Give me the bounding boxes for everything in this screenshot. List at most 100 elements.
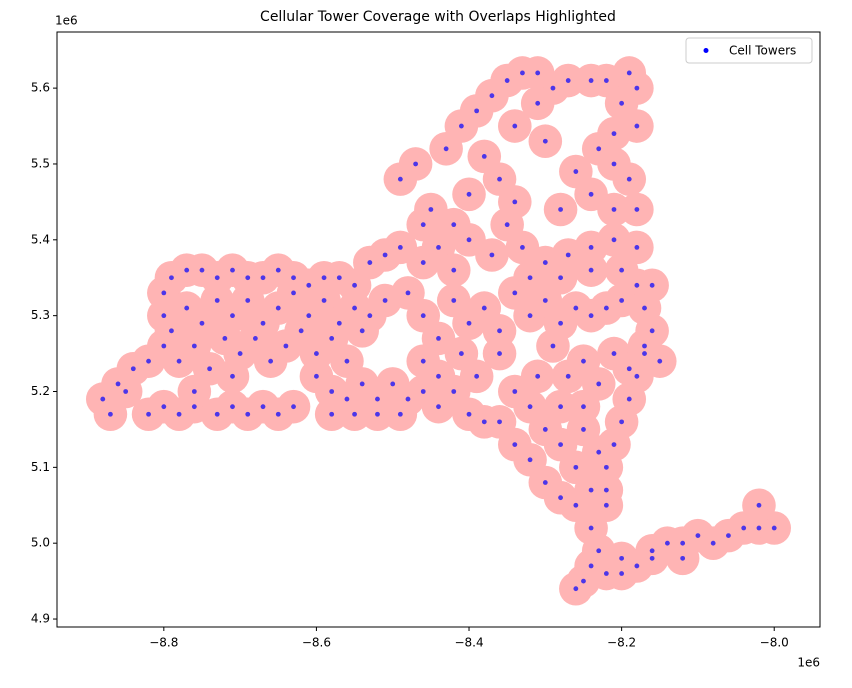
tower-point [169,328,174,334]
tower-point [268,358,274,364]
tower-point [542,138,548,144]
tower-point [535,100,541,106]
tower-point [436,244,441,250]
y-tick-label: 5.0 [31,536,50,550]
tower-point [649,555,655,561]
tower-point [626,176,632,182]
tower-point [603,487,609,493]
tower-point [314,373,319,379]
tower-point [397,176,403,182]
tower-point [436,373,441,379]
tower-point [275,267,281,273]
tower-point [260,320,266,326]
tower-point [245,411,251,417]
plot-frame [56,31,821,628]
tower-point [252,336,258,341]
tower-point [626,70,632,76]
tower-point [695,533,701,539]
tower-point [443,146,449,152]
tower-point [603,305,609,311]
tower-point [603,464,609,470]
y-tick-label: 4.9 [31,612,50,626]
tower-point [420,389,426,394]
y-offset-label: 1e6 [55,14,78,28]
tower-point [260,404,266,410]
tower-point [161,404,167,410]
tower-point [375,396,380,402]
tower-point [710,540,716,546]
tower-point [756,502,762,508]
tower-point [176,358,182,364]
tower-point [489,93,495,99]
tower-point [108,411,113,417]
plot-area [85,56,792,606]
tower-point [367,260,373,265]
tower-point [336,275,342,281]
tower-point [405,396,411,402]
tower-point [321,298,327,303]
tower-point [382,252,388,258]
tower-point [466,320,472,326]
tower-point [291,290,296,296]
tower-point [741,525,747,531]
tower-point [611,207,617,212]
tower-point [542,427,548,432]
tower-point [451,267,457,273]
tower-point [245,298,251,303]
tower-point [527,457,533,463]
tower-point [199,320,205,326]
y-tick-label: 5.2 [31,384,50,398]
tower-point [436,336,441,341]
tower-point [611,131,617,137]
tower-point [634,563,640,569]
tower-point [230,373,235,379]
tower-point [634,244,640,250]
tower-point [420,260,426,265]
tower-point [466,191,472,197]
tower-point [581,578,586,584]
tower-point [359,381,365,387]
tower-point [291,275,296,281]
tower-point [581,427,586,432]
tower-point [634,123,640,129]
tower-point [359,328,365,334]
tower-point [466,237,472,243]
tower-point [611,351,617,356]
tower-point [275,305,281,311]
tower-point [596,449,602,455]
tower-point [352,282,357,288]
tower-point [619,419,625,425]
tower-point [420,222,426,228]
tower-point [497,328,502,334]
tower-point [512,123,518,129]
tower-point [191,389,197,394]
tower-point [115,381,121,387]
tower-point [245,275,251,281]
tower-point [237,351,243,356]
tower-point [512,290,518,296]
tower-point [504,78,510,83]
y-tick-label: 5.5 [31,156,50,170]
x-tick-label: −8.8 [149,636,178,650]
tower-point [420,313,426,319]
tower-point [352,305,357,311]
tower-point [596,381,602,387]
tower-point [329,336,335,341]
tower-point [626,366,632,372]
tower-point [573,169,579,174]
y-tick-label: 5.3 [31,308,50,322]
tower-point [283,343,289,349]
tower-point [619,555,625,561]
legend-box [685,37,813,64]
tower-point [611,237,617,243]
tower-point [611,161,617,167]
tower-point [413,161,419,167]
tower-point [558,207,563,212]
tower-point [146,358,151,364]
tower-point [314,351,319,356]
tower-point [184,305,190,311]
tower-point [527,313,533,319]
tower-point [726,533,731,539]
chart-title: Cellular Tower Coverage with Overlaps Hi… [260,9,616,25]
tower-point [619,267,625,273]
